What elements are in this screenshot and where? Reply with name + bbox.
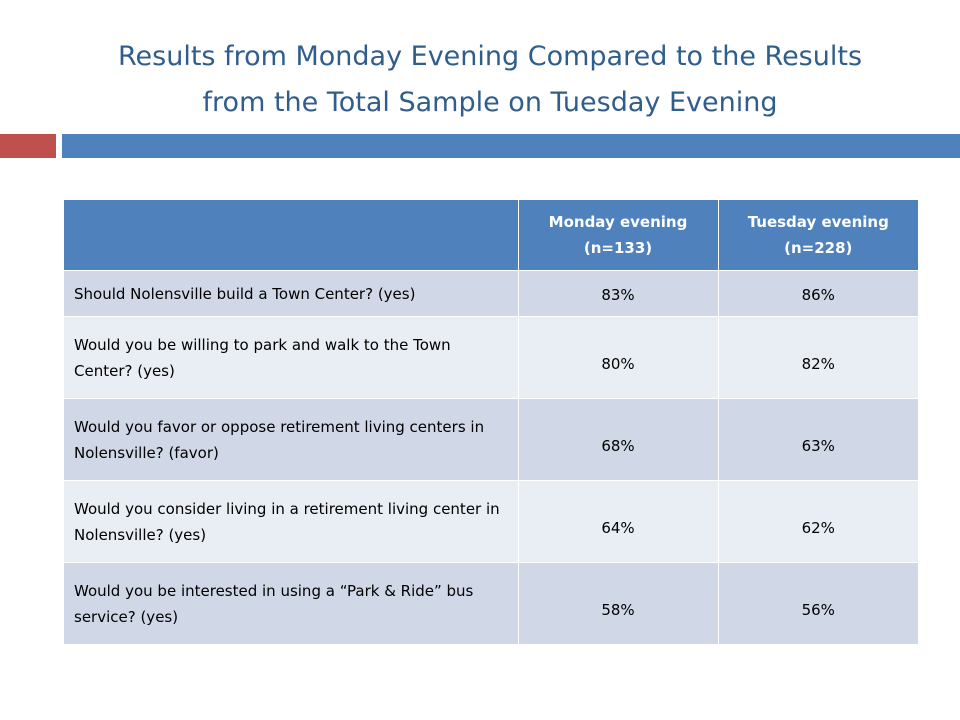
header-monday-evening: Monday evening (n=133) xyxy=(518,200,719,271)
header-question xyxy=(64,200,519,271)
table-row: Should Nolensville build a Town Center? … xyxy=(64,270,918,317)
tuesday-value-cell: 56% xyxy=(718,562,918,644)
header-monday-label: Monday evening xyxy=(548,213,688,231)
header-tuesday-label: Tuesday evening xyxy=(747,213,889,231)
monday-value-cell: 80% xyxy=(518,316,719,399)
tuesday-value-cell: 62% xyxy=(718,480,918,563)
question-cell: Would you favor or oppose retirement liv… xyxy=(64,398,519,481)
tuesday-value-cell: 82% xyxy=(718,316,918,399)
question-cell: Would you be willing to park and walk to… xyxy=(64,316,519,399)
table-row: Would you consider living in a retiremen… xyxy=(64,480,918,563)
tuesday-value-cell: 86% xyxy=(718,270,918,317)
question-cell: Should Nolensville build a Town Center? … xyxy=(64,270,519,317)
header-monday-n: (n=133) xyxy=(583,239,653,257)
header-tuesday-n: (n=228) xyxy=(784,239,853,257)
monday-value-cell: 58% xyxy=(518,562,719,644)
table-header-row: Monday evening (n=133) Tuesday evening (… xyxy=(64,200,918,271)
header-tuesday-evening: Tuesday evening (n=228) xyxy=(718,200,918,271)
results-table: Monday evening (n=133) Tuesday evening (… xyxy=(64,200,918,644)
question-cell: Would you be interested in using a “Park… xyxy=(64,562,519,644)
slide-title-line-1: Results from Monday Evening Compared to … xyxy=(117,41,863,72)
question-cell: Would you consider living in a retiremen… xyxy=(64,480,519,563)
monday-value-cell: 68% xyxy=(518,398,719,481)
monday-value-cell: 64% xyxy=(518,480,719,563)
table-row: Would you be interested in using a “Park… xyxy=(64,562,918,644)
table-row: Would you favor or oppose retirement liv… xyxy=(64,398,918,481)
accent-bar-red xyxy=(0,134,56,158)
monday-value-cell: 83% xyxy=(518,270,719,317)
slide-title: Results from Monday Evening Compared to … xyxy=(60,34,920,126)
accent-bar-blue xyxy=(62,134,960,158)
tuesday-value-cell: 63% xyxy=(718,398,918,481)
table-row: Would you be willing to park and walk to… xyxy=(64,316,918,399)
slide-title-line-2: from the Total Sample on Tuesday Evening xyxy=(202,87,778,118)
